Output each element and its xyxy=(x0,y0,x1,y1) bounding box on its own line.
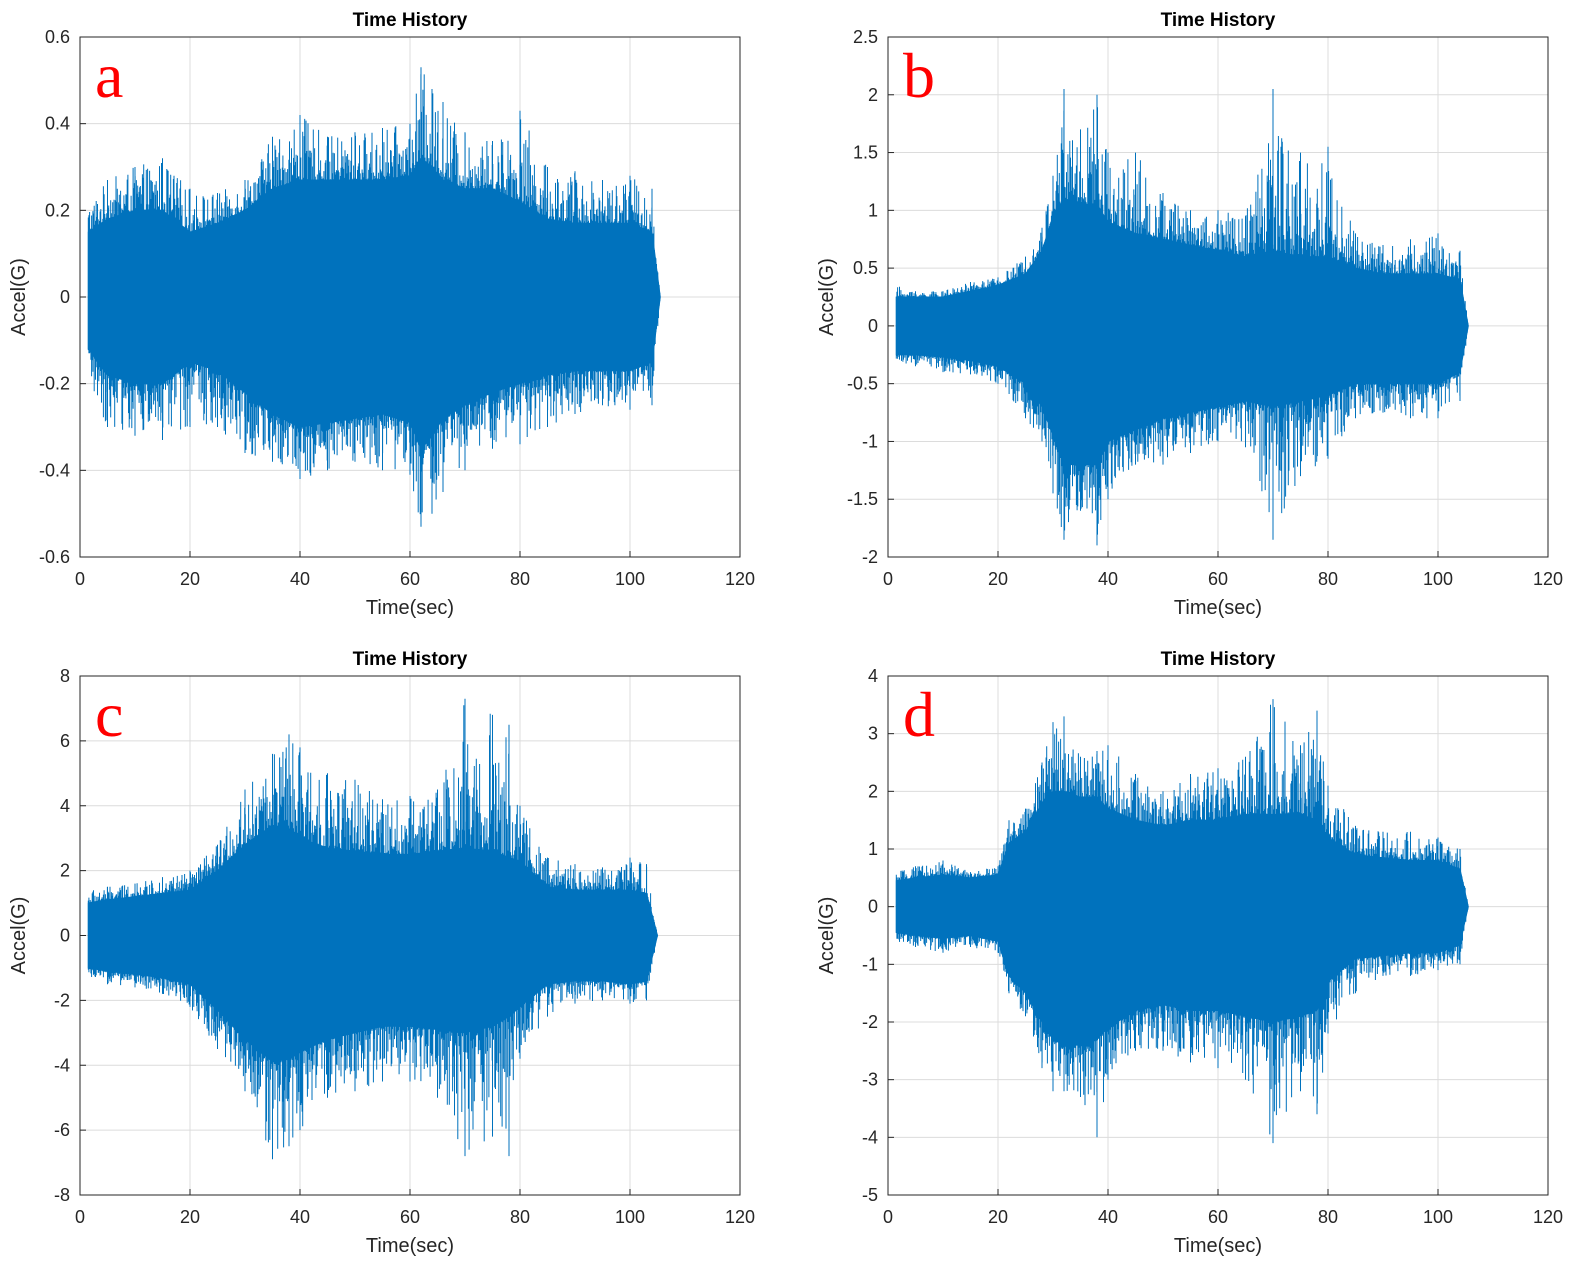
y-tick-label: 0.5 xyxy=(853,258,878,278)
y-tick-label: 4 xyxy=(868,666,878,686)
x-axis-label: Time(sec) xyxy=(1174,597,1262,619)
signal-trace xyxy=(87,67,661,527)
x-tick-label: 60 xyxy=(1208,1207,1228,1227)
y-tick-label: 6 xyxy=(60,731,70,751)
y-tick-label: -2 xyxy=(862,547,878,567)
y-tick-label: 0.4 xyxy=(45,114,70,134)
chart-panel-d: 0 20 40 60 80 100 120 -5 -4 -3 -2 -1 0 1 2 3 4 Time Histo… xyxy=(816,649,1563,1257)
panel-letter: c xyxy=(95,679,123,750)
x-tick-label: 80 xyxy=(510,1207,530,1227)
y-tick-label: -2 xyxy=(54,990,70,1010)
x-tick-label: 40 xyxy=(1098,569,1118,589)
y-tick-label: 8 xyxy=(60,666,70,686)
x-tick-label: 120 xyxy=(1533,569,1563,589)
x-tick-label: 100 xyxy=(1423,569,1453,589)
x-tick-label: 60 xyxy=(400,569,420,589)
y-tick-label: 0 xyxy=(868,897,878,917)
panel-letter: d xyxy=(903,679,935,750)
chart-title: Time History xyxy=(1161,10,1276,31)
axes-box xyxy=(79,36,741,558)
x-tick-label: 0 xyxy=(75,1207,85,1227)
x-tick-label: 100 xyxy=(615,569,645,589)
y-tick-label: 2 xyxy=(868,85,878,105)
x-axis-label: Time(sec) xyxy=(1174,1235,1262,1257)
axes-box xyxy=(79,675,741,1196)
x-tick-label: 20 xyxy=(180,1207,200,1227)
x-tick-label: 20 xyxy=(180,569,200,589)
panel-letter: b xyxy=(903,40,935,111)
x-tick-label: 120 xyxy=(1533,1207,1563,1227)
x-tick-label: 60 xyxy=(400,1207,420,1227)
x-tick-label: 80 xyxy=(1318,1207,1338,1227)
y-tick-label: 2 xyxy=(868,781,878,801)
x-tick-label: 40 xyxy=(290,569,310,589)
y-axis-label: Accel(G) xyxy=(8,897,30,975)
x-tick-label: 0 xyxy=(883,569,893,589)
axes-box xyxy=(887,36,1549,558)
panel-letter: a xyxy=(95,40,123,111)
chart-panel-a: 0 20 40 60 80 100 120 -0.6 -0.4 -0.2 0 0.2 0.4 0.6 Tim… xyxy=(8,10,755,619)
chart-title: Time History xyxy=(353,10,468,31)
y-tick-label: -0.2 xyxy=(39,374,70,394)
y-axis-label: Accel(G) xyxy=(816,258,838,336)
y-tick-label: -6 xyxy=(54,1120,70,1140)
y-tick-label: 1 xyxy=(868,839,878,859)
y-tick-label: -1.5 xyxy=(847,489,878,509)
chart-panel-b: 0 20 40 60 80 100 120 -2 -1.5 -1 -0.5 0 0.5 1 1.5 2 2.5 T… xyxy=(816,10,1563,619)
y-tick-label: 0 xyxy=(60,926,70,946)
x-tick-label: 60 xyxy=(1208,569,1228,589)
y-tick-label: 1.5 xyxy=(853,143,878,163)
chart-panel-c: 0 20 40 60 80 100 120 -8 -6 -4 -2 0 2 4 6 8 Time History… xyxy=(8,649,755,1257)
y-tick-label: -3 xyxy=(862,1070,878,1090)
x-axis-label: Time(sec) xyxy=(366,1235,454,1257)
y-tick-label: 4 xyxy=(60,796,70,816)
x-tick-label: 40 xyxy=(290,1207,310,1227)
y-tick-label: -4 xyxy=(862,1127,878,1147)
signal-trace xyxy=(895,699,1469,1144)
y-tick-label: 0.6 xyxy=(45,27,70,47)
y-tick-label: 2 xyxy=(60,861,70,881)
chart-title: Time History xyxy=(353,649,468,670)
y-tick-label: 2.5 xyxy=(853,27,878,47)
chart-title: Time History xyxy=(1161,649,1276,670)
x-tick-label: 0 xyxy=(883,1207,893,1227)
y-tick-label: 0 xyxy=(60,287,70,307)
x-tick-label: 80 xyxy=(1318,569,1338,589)
x-tick-label: 120 xyxy=(725,1207,755,1227)
x-tick-label: 100 xyxy=(1423,1207,1453,1227)
y-tick-label: -1 xyxy=(862,431,878,451)
y-axis-label: Accel(G) xyxy=(816,897,838,975)
y-tick-label: -5 xyxy=(862,1185,878,1205)
y-tick-label: -0.6 xyxy=(39,547,70,567)
y-tick-label: -0.4 xyxy=(39,460,70,480)
y-tick-label: 3 xyxy=(868,724,878,744)
y-tick-label: -4 xyxy=(54,1055,70,1075)
y-tick-label: -8 xyxy=(54,1185,70,1205)
x-tick-label: 40 xyxy=(1098,1207,1118,1227)
x-tick-label: 20 xyxy=(988,1207,1008,1227)
y-tick-label: -2 xyxy=(862,1012,878,1032)
x-tick-label: 0 xyxy=(75,569,85,589)
axes-box xyxy=(887,675,1549,1196)
y-tick-label: 0.2 xyxy=(45,200,70,220)
x-tick-label: 80 xyxy=(510,569,530,589)
x-tick-label: 120 xyxy=(725,569,755,589)
signal-trace xyxy=(895,89,1469,546)
y-tick-label: -1 xyxy=(862,954,878,974)
y-tick-label: 1 xyxy=(868,200,878,220)
y-axis-label: Accel(G) xyxy=(8,258,30,336)
x-axis-label: Time(sec) xyxy=(366,597,454,619)
signal-trace xyxy=(87,698,658,1160)
y-tick-label: 0 xyxy=(868,316,878,336)
x-tick-label: 100 xyxy=(615,1207,645,1227)
x-tick-label: 20 xyxy=(988,569,1008,589)
y-tick-label: -0.5 xyxy=(847,374,878,394)
